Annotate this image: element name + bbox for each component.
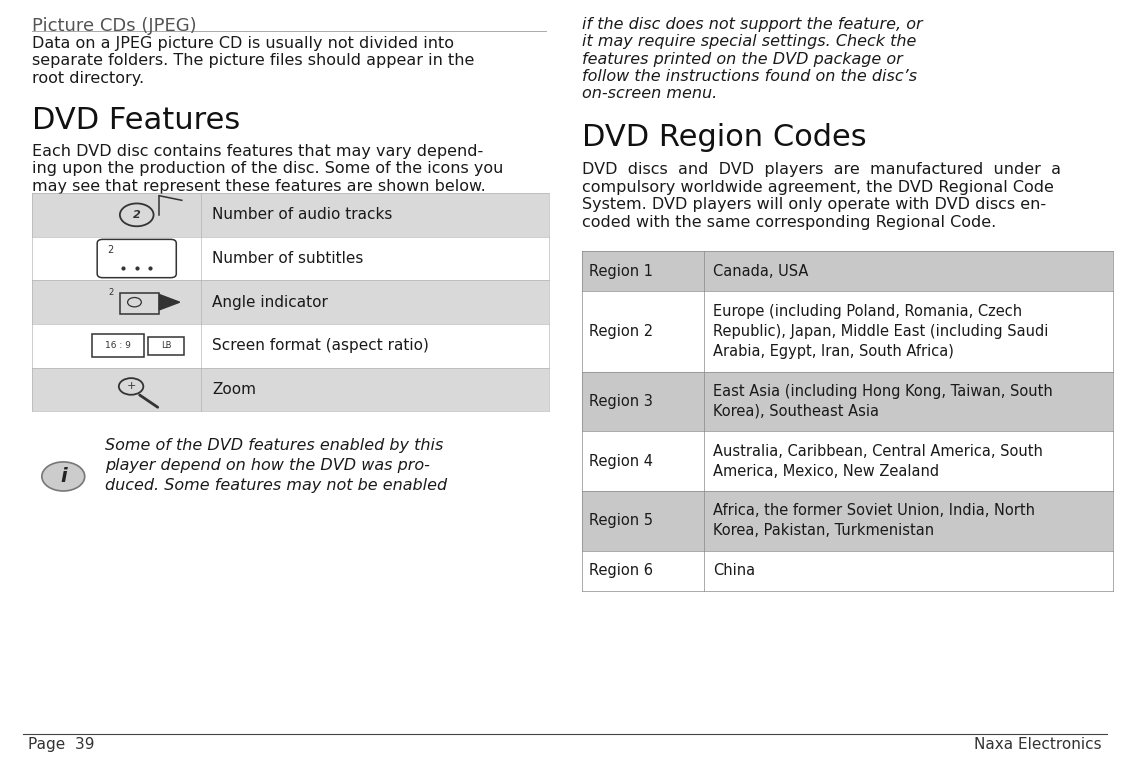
- Bar: [32, 280, 549, 324]
- Text: Region 5: Region 5: [589, 513, 653, 529]
- Bar: [148, 337, 184, 355]
- Polygon shape: [159, 295, 180, 310]
- Text: DVD  discs  and  DVD  players  are  manufactured  under  a
compulsory worldwide : DVD discs and DVD players are manufactur…: [582, 162, 1061, 230]
- Text: DVD Region Codes: DVD Region Codes: [582, 123, 867, 152]
- Text: Republic), Japan, Middle East (including Saudi: Republic), Japan, Middle East (including…: [713, 324, 1049, 339]
- Text: Australia, Caribbean, Central America, South: Australia, Caribbean, Central America, S…: [713, 444, 1043, 459]
- Text: 2: 2: [108, 289, 114, 297]
- Bar: [120, 293, 159, 315]
- Text: Canada, USA: Canada, USA: [713, 264, 808, 279]
- Text: East Asia (including Hong Kong, Taiwan, South: East Asia (including Hong Kong, Taiwan, …: [713, 384, 1053, 399]
- Text: 2: 2: [107, 245, 114, 255]
- Bar: [92, 334, 144, 357]
- Circle shape: [42, 462, 85, 491]
- Text: Europe (including Poland, Romania, Czech: Europe (including Poland, Romania, Czech: [713, 304, 1023, 319]
- Text: Region 4: Region 4: [589, 453, 653, 469]
- Text: America, Mexico, New Zealand: America, Mexico, New Zealand: [713, 463, 939, 479]
- Text: 2: 2: [133, 210, 140, 220]
- Text: Data on a JPEG picture CD is usually not divided into
separate folders. The pict: Data on a JPEG picture CD is usually not…: [32, 36, 473, 86]
- Bar: [582, 251, 1113, 291]
- Text: i: i: [60, 467, 67, 486]
- Text: Page  39: Page 39: [28, 737, 95, 752]
- Text: Arabia, Egypt, Iran, South Africa): Arabia, Egypt, Iran, South Africa): [713, 344, 954, 358]
- Text: LB: LB: [160, 342, 172, 350]
- Text: Africa, the former Soviet Union, India, North: Africa, the former Soviet Union, India, …: [713, 503, 1035, 519]
- Text: Each DVD disc contains features that may vary depend-
ing upon the production of: Each DVD disc contains features that may…: [32, 144, 503, 194]
- Text: Region 6: Region 6: [589, 563, 653, 578]
- Text: Number of audio tracks: Number of audio tracks: [212, 208, 393, 222]
- Text: Picture CDs (JPEG): Picture CDs (JPEG): [32, 17, 197, 34]
- Text: Naxa Electronics: Naxa Electronics: [974, 737, 1102, 752]
- Text: China: China: [713, 563, 755, 578]
- Text: Zoom: Zoom: [212, 382, 257, 397]
- Text: Region 1: Region 1: [589, 264, 653, 279]
- Text: if the disc does not support the feature, or
it may require special settings. Ch: if the disc does not support the feature…: [582, 17, 922, 101]
- Text: Region 2: Region 2: [589, 324, 653, 339]
- Bar: [32, 193, 549, 237]
- Bar: [582, 491, 1113, 551]
- Text: Number of subtitles: Number of subtitles: [212, 251, 364, 266]
- Text: +: +: [127, 381, 136, 391]
- Text: Korea, Pakistan, Turkmenistan: Korea, Pakistan, Turkmenistan: [713, 523, 935, 538]
- Bar: [32, 368, 549, 411]
- Text: DVD Features: DVD Features: [32, 106, 240, 135]
- Text: 16 : 9: 16 : 9: [105, 342, 130, 350]
- Bar: [582, 372, 1113, 431]
- Text: Screen format (aspect ratio): Screen format (aspect ratio): [212, 339, 429, 353]
- Text: Angle indicator: Angle indicator: [212, 295, 329, 309]
- Text: Korea), Southeast Asia: Korea), Southeast Asia: [713, 404, 879, 419]
- Text: Region 3: Region 3: [589, 394, 653, 409]
- Text: Some of the DVD features enabled by this
player depend on how the DVD was pro-
d: Some of the DVD features enabled by this…: [105, 438, 447, 493]
